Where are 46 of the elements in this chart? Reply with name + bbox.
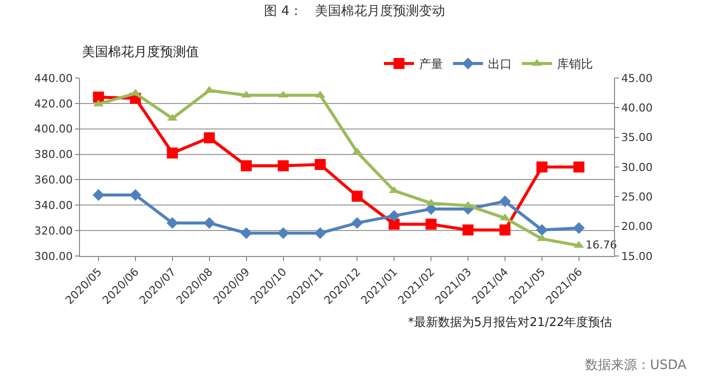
point	[573, 222, 585, 234]
y-tick-label: 420.00	[34, 97, 73, 110]
legend-label: 出口	[488, 57, 512, 72]
y2-tick-label: 45.00	[621, 72, 653, 85]
y-tick-label: 440.00	[34, 72, 73, 85]
point	[166, 148, 178, 159]
chart-title: 图 4： 美国棉花月度预测变动	[264, 2, 445, 19]
point	[499, 195, 511, 208]
point	[130, 189, 142, 201]
point	[462, 224, 474, 236]
point	[92, 189, 104, 201]
chart-subtitle: 美国棉花月度预测值	[82, 44, 199, 60]
point	[388, 218, 400, 230]
point	[499, 224, 510, 236]
point	[314, 227, 326, 239]
y-tick-label: 340.00	[34, 198, 73, 212]
y-tick-label: 300.00	[34, 250, 73, 263]
y2-tick-label: 30.00	[621, 160, 653, 174]
point	[204, 132, 215, 144]
y-tick-label: 400.00	[34, 122, 73, 136]
point	[240, 160, 252, 172]
y-tick-label: 360.00	[34, 174, 73, 187]
source-note: 数据来源：USDA	[585, 358, 687, 373]
legend-label: 库销比	[556, 57, 593, 72]
point	[351, 217, 364, 229]
point	[92, 92, 104, 103]
point	[536, 162, 548, 172]
point	[388, 210, 400, 222]
point	[573, 162, 584, 172]
y-tick-label: 320.00	[34, 224, 73, 238]
legend-label: 产量	[418, 57, 443, 72]
point	[166, 217, 178, 229]
point	[278, 160, 289, 172]
y2-tick-label: 15.00	[621, 250, 653, 263]
y-tick-label: 380.00	[34, 148, 73, 162]
y2-tick-label: 40.00	[621, 102, 653, 115]
point	[240, 227, 252, 239]
y2-tick-label: 25.00	[621, 190, 653, 204]
point	[314, 158, 326, 170]
text: *最新数据为5月报告对21/22年度预估	[408, 315, 612, 329]
point	[277, 227, 290, 239]
point	[352, 190, 363, 202]
y2-tick-label: 20.00	[621, 220, 653, 234]
point	[426, 218, 437, 230]
point	[536, 224, 548, 236]
y2-tick-label: 35.00	[621, 131, 653, 144]
